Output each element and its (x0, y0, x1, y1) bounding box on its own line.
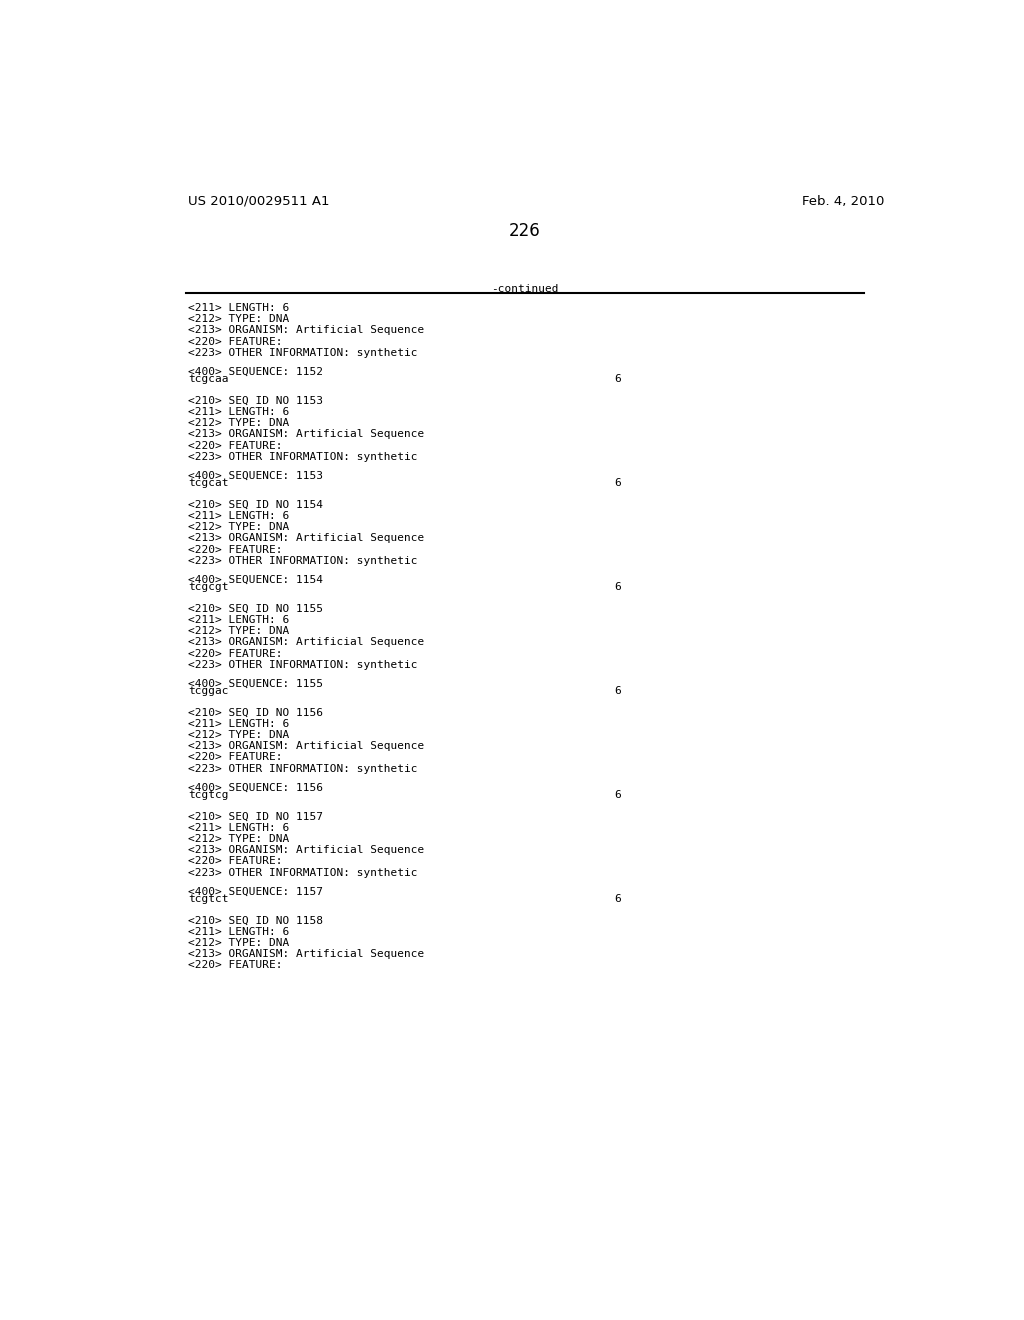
Text: <210> SEQ ID NO 1155: <210> SEQ ID NO 1155 (188, 603, 324, 614)
Text: <213> ORGANISM: Artificial Sequence: <213> ORGANISM: Artificial Sequence (188, 533, 425, 544)
Text: <223> OTHER INFORMATION: synthetic: <223> OTHER INFORMATION: synthetic (188, 867, 418, 878)
Text: <211> LENGTH: 6: <211> LENGTH: 6 (188, 927, 290, 937)
Text: <211> LENGTH: 6: <211> LENGTH: 6 (188, 822, 290, 833)
Text: <400> SEQUENCE: 1153: <400> SEQUENCE: 1153 (188, 471, 324, 480)
Text: <213> ORGANISM: Artificial Sequence: <213> ORGANISM: Artificial Sequence (188, 429, 425, 440)
Text: <211> LENGTH: 6: <211> LENGTH: 6 (188, 304, 290, 313)
Text: <223> OTHER INFORMATION: synthetic: <223> OTHER INFORMATION: synthetic (188, 660, 418, 669)
Text: 6: 6 (614, 791, 622, 800)
Text: 6: 6 (614, 582, 622, 593)
Text: -continued: -continued (492, 284, 558, 294)
Text: <213> ORGANISM: Artificial Sequence: <213> ORGANISM: Artificial Sequence (188, 845, 425, 855)
Text: <213> ORGANISM: Artificial Sequence: <213> ORGANISM: Artificial Sequence (188, 949, 425, 960)
Text: 6: 6 (614, 375, 622, 384)
Text: <220> FEATURE:: <220> FEATURE: (188, 752, 283, 763)
Text: <213> ORGANISM: Artificial Sequence: <213> ORGANISM: Artificial Sequence (188, 742, 425, 751)
Text: <400> SEQUENCE: 1154: <400> SEQUENCE: 1154 (188, 574, 324, 585)
Text: <211> LENGTH: 6: <211> LENGTH: 6 (188, 511, 290, 521)
Text: <210> SEQ ID NO 1158: <210> SEQ ID NO 1158 (188, 916, 324, 925)
Text: <220> FEATURE:: <220> FEATURE: (188, 441, 283, 450)
Text: <210> SEQ ID NO 1153: <210> SEQ ID NO 1153 (188, 396, 324, 407)
Text: <220> FEATURE:: <220> FEATURE: (188, 961, 283, 970)
Text: <400> SEQUENCE: 1157: <400> SEQUENCE: 1157 (188, 887, 324, 896)
Text: tcgcgt: tcgcgt (188, 582, 229, 593)
Text: <400> SEQUENCE: 1155: <400> SEQUENCE: 1155 (188, 678, 324, 689)
Text: <210> SEQ ID NO 1156: <210> SEQ ID NO 1156 (188, 708, 324, 718)
Text: 6: 6 (614, 478, 622, 488)
Text: 6: 6 (614, 686, 622, 696)
Text: <400> SEQUENCE: 1156: <400> SEQUENCE: 1156 (188, 783, 324, 792)
Text: <220> FEATURE:: <220> FEATURE: (188, 337, 283, 347)
Text: 6: 6 (614, 894, 622, 904)
Text: <220> FEATURE:: <220> FEATURE: (188, 545, 283, 554)
Text: <223> OTHER INFORMATION: synthetic: <223> OTHER INFORMATION: synthetic (188, 763, 418, 774)
Text: <400> SEQUENCE: 1152: <400> SEQUENCE: 1152 (188, 367, 324, 376)
Text: <220> FEATURE:: <220> FEATURE: (188, 648, 283, 659)
Text: tcggac: tcggac (188, 686, 229, 696)
Text: <213> ORGANISM: Artificial Sequence: <213> ORGANISM: Artificial Sequence (188, 326, 425, 335)
Text: <212> TYPE: DNA: <212> TYPE: DNA (188, 730, 290, 741)
Text: <211> LENGTH: 6: <211> LENGTH: 6 (188, 407, 290, 417)
Text: <212> TYPE: DNA: <212> TYPE: DNA (188, 523, 290, 532)
Text: <223> OTHER INFORMATION: synthetic: <223> OTHER INFORMATION: synthetic (188, 348, 418, 358)
Text: <212> TYPE: DNA: <212> TYPE: DNA (188, 626, 290, 636)
Text: US 2010/0029511 A1: US 2010/0029511 A1 (188, 194, 330, 207)
Text: tcgcat: tcgcat (188, 478, 229, 488)
Text: tcgtct: tcgtct (188, 894, 229, 904)
Text: Feb. 4, 2010: Feb. 4, 2010 (802, 194, 885, 207)
Text: <223> OTHER INFORMATION: synthetic: <223> OTHER INFORMATION: synthetic (188, 451, 418, 462)
Text: 226: 226 (509, 222, 541, 240)
Text: <211> LENGTH: 6: <211> LENGTH: 6 (188, 615, 290, 624)
Text: <211> LENGTH: 6: <211> LENGTH: 6 (188, 719, 290, 729)
Text: tcgtcg: tcgtcg (188, 791, 229, 800)
Text: <223> OTHER INFORMATION: synthetic: <223> OTHER INFORMATION: synthetic (188, 556, 418, 566)
Text: tcgcaa: tcgcaa (188, 375, 229, 384)
Text: <210> SEQ ID NO 1157: <210> SEQ ID NO 1157 (188, 812, 324, 822)
Text: <212> TYPE: DNA: <212> TYPE: DNA (188, 418, 290, 428)
Text: <210> SEQ ID NO 1154: <210> SEQ ID NO 1154 (188, 500, 324, 510)
Text: <212> TYPE: DNA: <212> TYPE: DNA (188, 939, 290, 948)
Text: <212> TYPE: DNA: <212> TYPE: DNA (188, 834, 290, 843)
Text: <212> TYPE: DNA: <212> TYPE: DNA (188, 314, 290, 325)
Text: <213> ORGANISM: Artificial Sequence: <213> ORGANISM: Artificial Sequence (188, 638, 425, 647)
Text: <220> FEATURE:: <220> FEATURE: (188, 857, 283, 866)
